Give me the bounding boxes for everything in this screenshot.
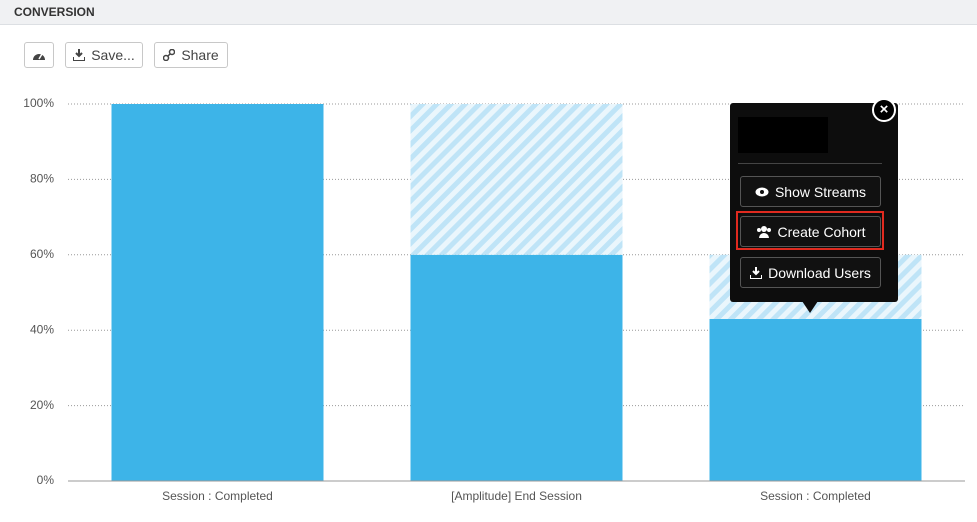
close-button[interactable]: × — [872, 98, 896, 122]
link-icon — [163, 49, 176, 61]
x-tick-label: Session : Completed — [760, 489, 871, 503]
x-tick-label: Session : Completed — [162, 489, 273, 503]
menu-button[interactable]: Download Users — [740, 257, 881, 288]
bar — [111, 104, 324, 481]
highlight-box — [736, 211, 884, 250]
y-tick-label: 40% — [30, 322, 54, 336]
download-icon — [73, 49, 86, 61]
bar — [410, 254, 623, 481]
menu-pointer — [802, 301, 818, 313]
bar — [709, 318, 922, 481]
save-label: Save... — [91, 47, 135, 63]
menu-label: Create Cohort — [777, 223, 866, 240]
save-button[interactable]: Save... — [65, 42, 143, 68]
y-tick-label: 60% — [30, 247, 54, 261]
separator — [738, 163, 882, 164]
share-button[interactable]: Share — [154, 42, 228, 68]
y-tick-label: 80% — [30, 172, 54, 186]
dashboard-button[interactable] — [24, 42, 54, 68]
y-tick-label: 100% — [23, 96, 54, 110]
dashboard-icon — [33, 53, 45, 60]
header: CONVERSION — [0, 0, 977, 25]
eye-icon — [755, 187, 769, 196]
users-icon — [756, 225, 771, 238]
menu-label: Download Users — [768, 264, 871, 281]
share-label: Share — [181, 47, 219, 63]
y-tick-label: 20% — [30, 398, 54, 412]
header-title: CONVERSION — [14, 5, 95, 19]
x-tick-label: [Amplitude] End Session — [451, 489, 582, 503]
download-icon — [750, 266, 763, 279]
redacted-title — [738, 117, 828, 153]
menu-button[interactable]: Create Cohort — [740, 216, 881, 247]
menu-label: Show Streams — [774, 183, 867, 200]
dropoff-bar — [410, 104, 623, 255]
bar-menu: Show Streams Create Cohort Download User… — [730, 103, 898, 302]
y-tick-label: 0% — [37, 473, 55, 487]
menu-button[interactable]: Show Streams — [740, 176, 881, 207]
